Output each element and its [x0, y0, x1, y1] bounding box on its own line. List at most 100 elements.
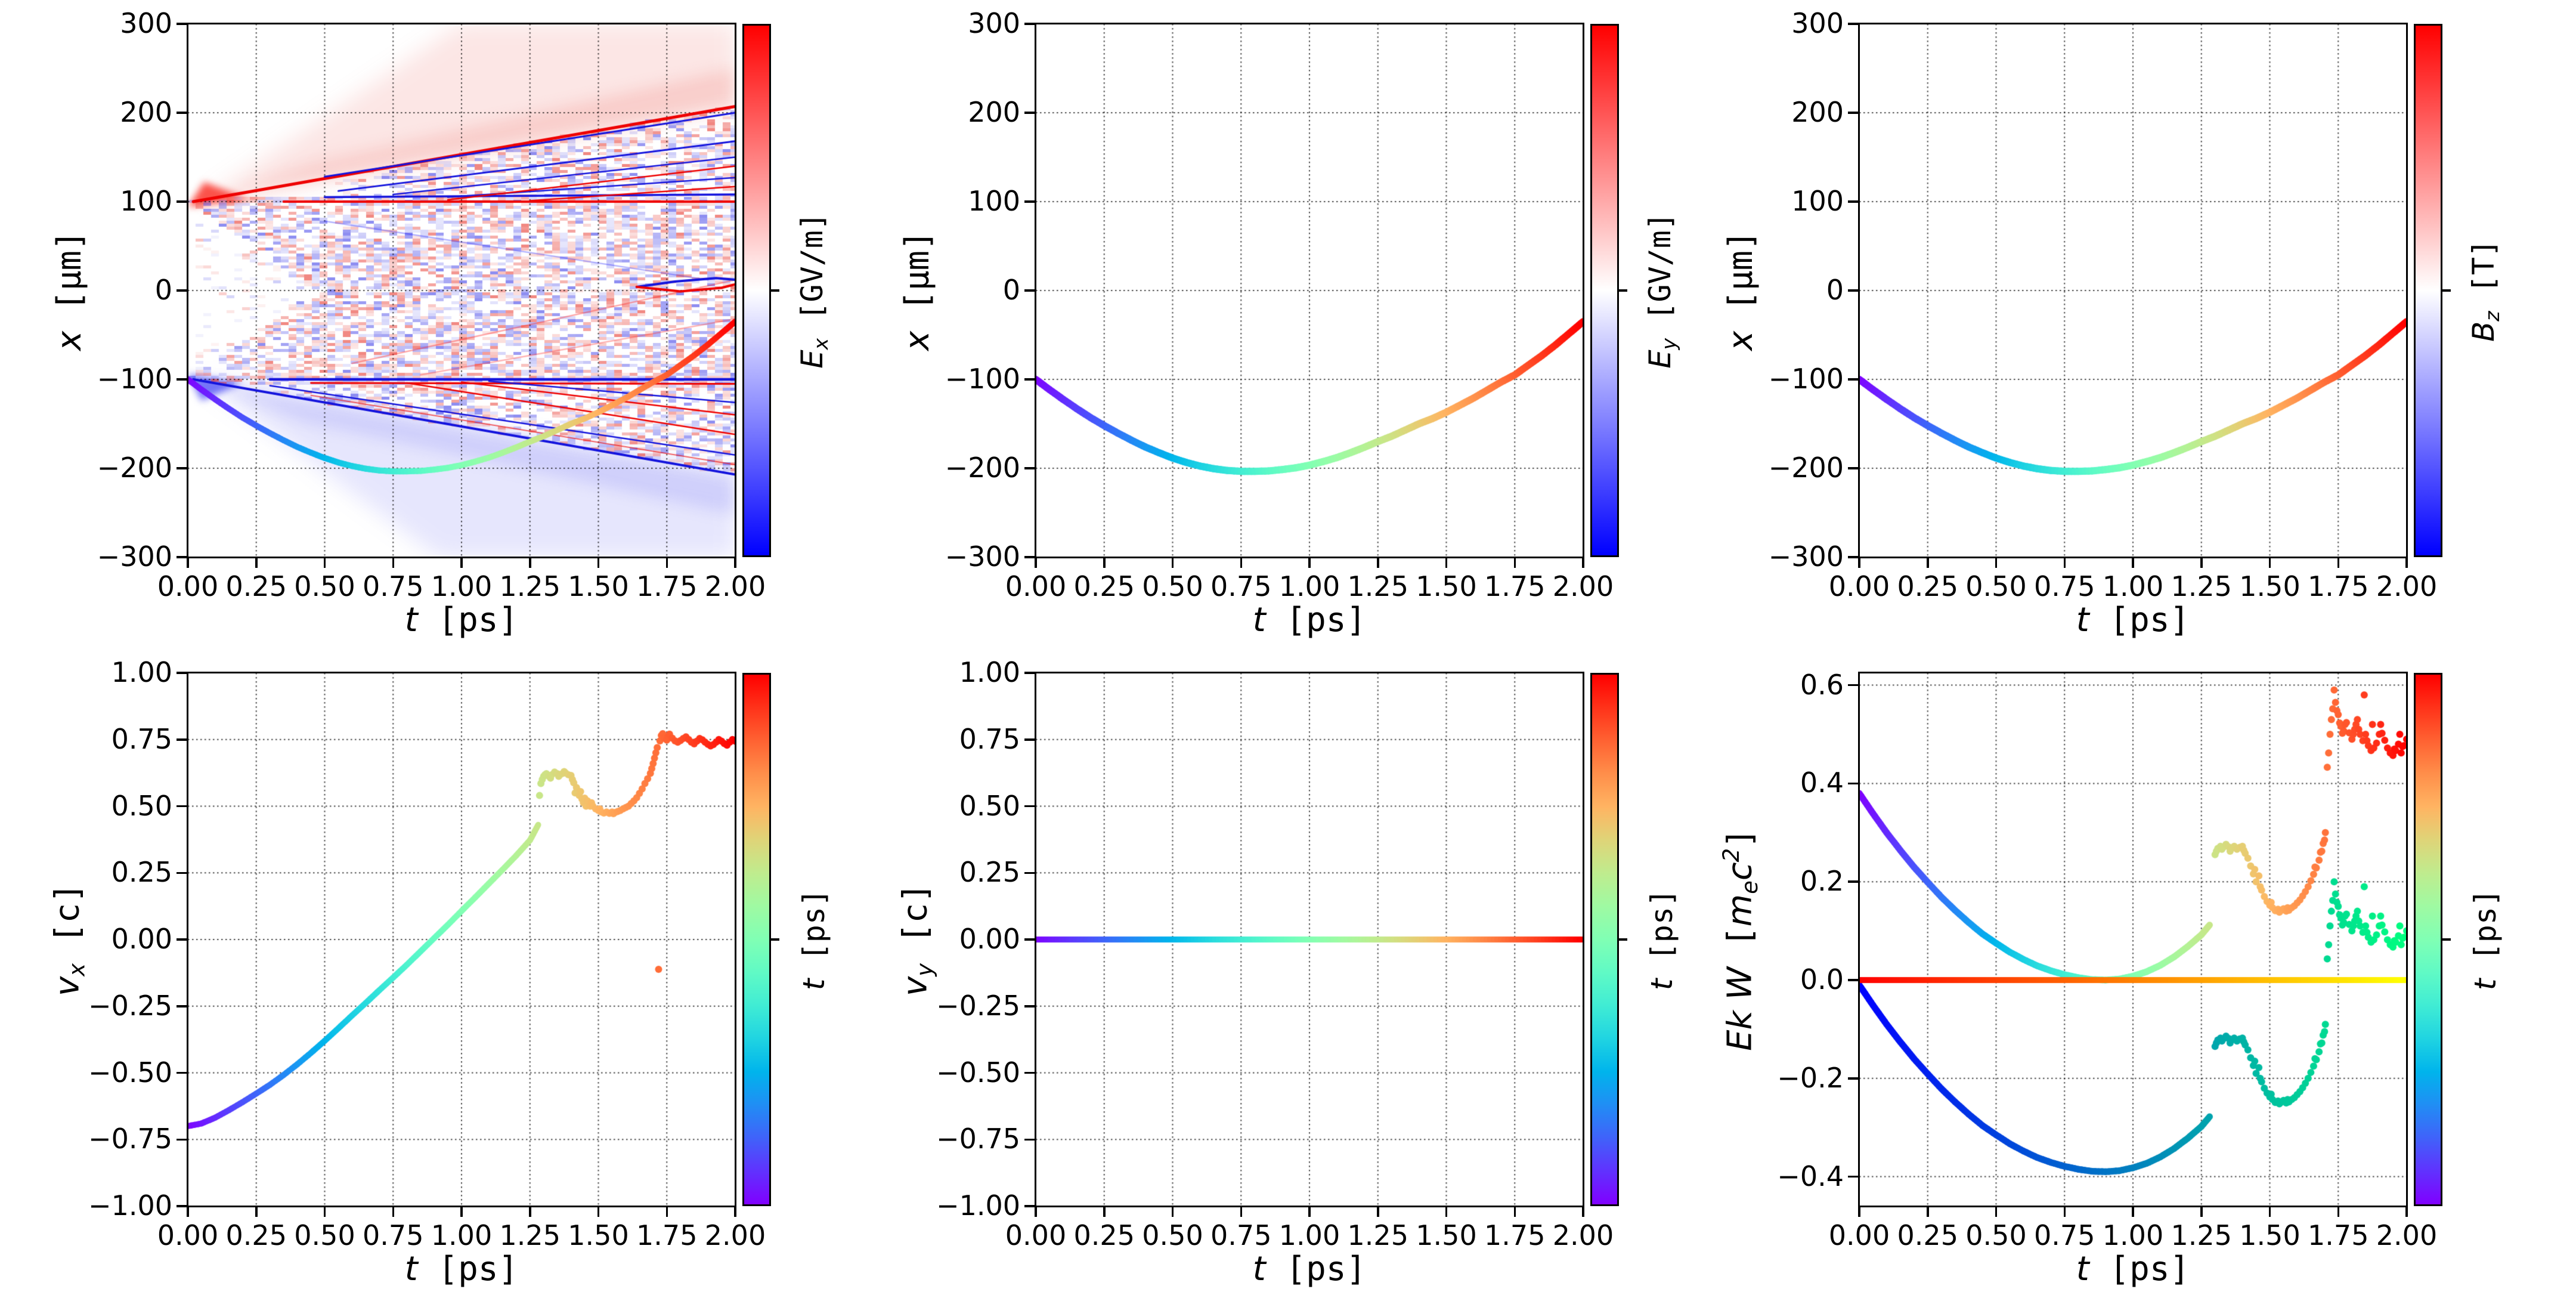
y-tick-mark [177, 738, 188, 741]
plot-canvas [1036, 673, 1583, 1206]
x-tick-label: 1.75 [2308, 570, 2369, 602]
y-tick-mark [177, 200, 188, 203]
x-tick-label: 2.00 [704, 570, 766, 602]
y-tick-mark [1024, 289, 1036, 292]
x-tick-mark [665, 557, 668, 568]
x-tick-label: 0.75 [1210, 570, 1272, 602]
label-part: [GV/m] [1642, 212, 1677, 338]
x-tick-label: 1.00 [1278, 1219, 1340, 1251]
y-tick-label: −0.50 [88, 1056, 172, 1089]
x-tick-label: 1.50 [568, 570, 629, 602]
y-tick-mark [1024, 805, 1036, 808]
y-tick-mark [1024, 672, 1036, 674]
x-tick-mark [1445, 557, 1448, 568]
y-tick-mark [1024, 1005, 1036, 1008]
label-part: Ek W [1720, 966, 1760, 1051]
y-tick-mark [177, 467, 188, 469]
label-part: ] [1720, 828, 1760, 848]
colorbar [1590, 673, 1619, 1206]
x-tick-label: 0.25 [225, 1219, 287, 1251]
y-tick-label: 0 [1826, 274, 1844, 307]
y-tick-mark [1024, 467, 1036, 469]
label-part: [ps] [1265, 1250, 1367, 1288]
y-tick-label: −200 [945, 452, 1020, 484]
x-tick-mark [1513, 1206, 1516, 1217]
y-tick-label: 100 [1791, 185, 1844, 218]
x-tick-label: 0.00 [157, 1219, 219, 1251]
x-axis-label: t [ps] [405, 1253, 519, 1286]
colorbar [742, 24, 771, 557]
x-tick-mark [460, 1206, 463, 1217]
label-part: v [896, 976, 935, 996]
x-tick-mark [1171, 1206, 1174, 1217]
label-part: x [1722, 330, 1760, 351]
x-tick-label: 0.00 [1828, 1219, 1890, 1251]
x-tick-mark [597, 557, 600, 568]
label-part: E [1642, 350, 1677, 369]
x-tick-mark [2268, 557, 2271, 568]
y-tick-mark [1848, 556, 1859, 558]
label-part: [ [1720, 926, 1760, 967]
label-part: t [1252, 1250, 1266, 1288]
x-tick-label: 0.50 [1142, 570, 1203, 602]
colorbar-label: Ey [GV/m] [1642, 212, 1681, 369]
x-tick-mark [1035, 557, 1037, 568]
x-tick-mark [597, 1206, 600, 1217]
y-axis-label: Ek W [mec2] [1719, 828, 1763, 1051]
x-tick-mark [392, 557, 394, 568]
x-tick-label: 0.50 [1965, 570, 2027, 602]
x-tick-label: 1.75 [1484, 570, 1546, 602]
y-tick-label: 200 [1791, 96, 1844, 129]
x-tick-label: 1.25 [499, 1219, 561, 1251]
y-axis-label: vx [c] [48, 883, 89, 996]
label-part: [c] [896, 883, 935, 963]
colorbar-tick [771, 938, 779, 941]
label-part: 2 [1719, 848, 1745, 863]
y-tick-mark [177, 1071, 188, 1074]
colorbar [742, 673, 771, 1206]
x-tick-label: 0.00 [157, 570, 219, 602]
x-tick-label: 2.00 [2376, 570, 2438, 602]
y-axis-label: x [μm] [898, 230, 937, 351]
x-tick-label: 1.25 [499, 570, 561, 602]
y-tick-label: −1.00 [88, 1189, 172, 1222]
label-part: E [794, 350, 829, 369]
label-part: [ps] [797, 888, 831, 979]
subplot-vx-vs-t: 1.00 0.75 0.50 0.25 0.00 −0.25 −0.50 −0.75 −1.00… [0, 649, 859, 1298]
y-tick-label: −300 [945, 540, 1020, 573]
subplot-vy-vs-t: 1.00 0.75 0.50 0.25 0.00 −0.25 −0.50 −0.75 −1.00… [859, 649, 1717, 1298]
y-tick-mark [1848, 467, 1859, 469]
x-tick-mark [1308, 1206, 1311, 1217]
y-axis-label: x [μm] [1722, 230, 1760, 351]
x-axis-label: t [ps] [2076, 604, 2190, 637]
x-tick-label: 0.25 [225, 570, 287, 602]
label-part: y [1657, 338, 1681, 350]
y-tick-mark [1024, 938, 1036, 941]
y-tick-mark [1024, 871, 1036, 874]
y-tick-label: −0.2 [1777, 1061, 1844, 1094]
x-tick-label: 2.00 [704, 1219, 766, 1251]
y-tick-label: 0.25 [959, 856, 1020, 889]
label-part: t [797, 978, 831, 991]
x-tick-label: 0.25 [1897, 570, 1958, 602]
colorbar-tick [1619, 938, 1627, 941]
label-part: x [50, 330, 89, 351]
label-part: z [2481, 311, 2504, 322]
x-tick-mark [1995, 557, 1998, 568]
colorbar-tick [1619, 289, 1627, 292]
x-tick-mark [665, 1206, 668, 1217]
x-tick-label: 0.00 [1005, 1219, 1067, 1251]
x-tick-mark [255, 1206, 258, 1217]
y-tick-mark [177, 1205, 188, 1207]
colorbar-label: Bz [T] [2466, 239, 2504, 342]
x-tick-mark [2405, 557, 2408, 568]
y-tick-label: 0.50 [959, 789, 1020, 822]
label-part: B [2466, 321, 2501, 342]
colorbar-tick [771, 289, 779, 292]
label-part: m [1720, 894, 1760, 927]
x-tick-label: 2.00 [1552, 1219, 1614, 1251]
x-tick-mark [187, 1206, 189, 1217]
label-part: [ps] [1265, 601, 1367, 639]
x-tick-label: 1.00 [431, 570, 493, 602]
